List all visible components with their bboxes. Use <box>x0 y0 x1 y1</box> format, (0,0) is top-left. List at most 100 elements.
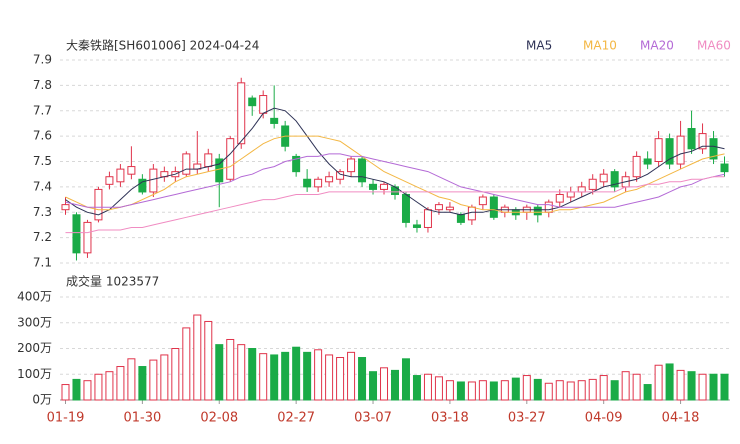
volume-bar <box>171 348 180 401</box>
volume-bar <box>248 348 257 401</box>
volume-bar <box>380 367 389 401</box>
candle-body <box>709 138 718 160</box>
x-tick-label: 01-19 <box>47 411 85 426</box>
volume-bar <box>588 378 597 401</box>
chart-title: 大秦铁路[SH601006] 2024-04-24 <box>66 38 259 53</box>
ma-line <box>65 107 725 216</box>
volume-bar <box>336 357 345 401</box>
volume-bar <box>270 354 279 401</box>
candle-body <box>632 155 641 178</box>
volume-bar <box>478 380 487 401</box>
candle-body <box>698 133 707 150</box>
candle-body <box>303 178 312 188</box>
y-tick-label: 7.4 <box>33 179 52 193</box>
candle-body <box>401 193 410 223</box>
candle-body <box>83 221 92 254</box>
volume-bar <box>72 378 81 401</box>
candle-body <box>467 206 476 221</box>
ma-line <box>65 153 725 208</box>
candle-body <box>412 224 421 228</box>
candle-body <box>577 186 586 193</box>
volume-bar <box>577 380 586 401</box>
x-tick-label: 04-09 <box>585 411 623 426</box>
volume-bar <box>643 384 652 401</box>
volume-bar <box>292 346 301 401</box>
x-tick-label: 03-27 <box>508 411 546 426</box>
candle-body <box>588 178 597 190</box>
candle-body <box>226 138 235 180</box>
volume-bar <box>566 381 575 401</box>
volume-bar <box>182 327 191 401</box>
y-tick-label: 7.5 <box>33 154 52 168</box>
volume-bar <box>467 381 476 401</box>
volume-bar <box>138 366 147 401</box>
y-tick-label: 7.6 <box>33 129 52 143</box>
ma-line <box>65 135 725 213</box>
volume-bar <box>687 371 696 401</box>
candle-body <box>347 158 356 173</box>
volume-bar <box>303 351 312 401</box>
volume-bar <box>610 380 619 401</box>
volume-bar <box>434 376 443 401</box>
candle-body <box>687 128 696 150</box>
volume-bar <box>314 349 323 401</box>
candle-body <box>610 171 619 188</box>
candle-body <box>127 166 136 175</box>
y-tick-label: 0万 <box>32 393 52 407</box>
y-tick-label: 7.7 <box>33 103 52 117</box>
volume-title: 成交量 1023577 <box>66 274 159 289</box>
candle-body <box>336 171 345 180</box>
candle-body <box>292 155 301 173</box>
candle-body <box>654 138 663 163</box>
volume-bar <box>401 358 410 401</box>
candle-body <box>270 117 279 124</box>
candle-body <box>489 196 498 218</box>
x-tick-label: 04-18 <box>662 411 700 426</box>
x-tick-label: 02-08 <box>200 411 238 426</box>
candle-body <box>94 188 103 221</box>
volume-bar <box>259 353 268 401</box>
volume-bar <box>511 377 520 401</box>
candle-body <box>182 153 191 175</box>
volume-bar <box>621 371 630 401</box>
volume-bar <box>555 380 564 401</box>
candle-body <box>599 173 608 183</box>
y-tick-label: 100万 <box>17 367 52 381</box>
x-tick-label: 03-18 <box>431 411 469 426</box>
y-tick-label: 7.1 <box>33 256 52 270</box>
candle-body <box>676 135 685 165</box>
volume-bar <box>83 380 92 401</box>
volume-bar <box>358 357 367 401</box>
legend-label: MA10 <box>583 39 617 53</box>
legend-label: MA5 <box>526 39 552 53</box>
volume-bar <box>226 338 235 401</box>
volume-bar <box>423 373 432 401</box>
candle-body <box>72 214 81 254</box>
candle-body <box>61 204 70 211</box>
ma-line <box>65 176 725 234</box>
candle-body <box>105 176 114 185</box>
candle-body <box>456 214 465 223</box>
volume-bar <box>281 351 290 401</box>
volume-bar <box>116 366 125 401</box>
volume-bar <box>533 378 542 401</box>
volume-bar <box>237 344 246 401</box>
volume-bar <box>698 373 707 401</box>
y-tick-label: 7.9 <box>33 53 52 67</box>
candle-body <box>445 206 454 211</box>
candle-body <box>533 206 542 216</box>
volume-bar <box>720 373 729 401</box>
volume-bar <box>709 373 718 401</box>
candle-body <box>369 183 378 190</box>
candle-body <box>204 153 213 168</box>
candle-body <box>358 158 367 183</box>
y-tick-label: 300万 <box>17 315 52 329</box>
candle-body <box>478 196 487 206</box>
candle-body <box>555 193 564 203</box>
volume-bar <box>445 380 454 401</box>
volume-bar <box>412 375 421 401</box>
legend-label: MA20 <box>640 39 674 53</box>
volume-bar <box>193 314 202 401</box>
volume-bar <box>61 384 70 401</box>
